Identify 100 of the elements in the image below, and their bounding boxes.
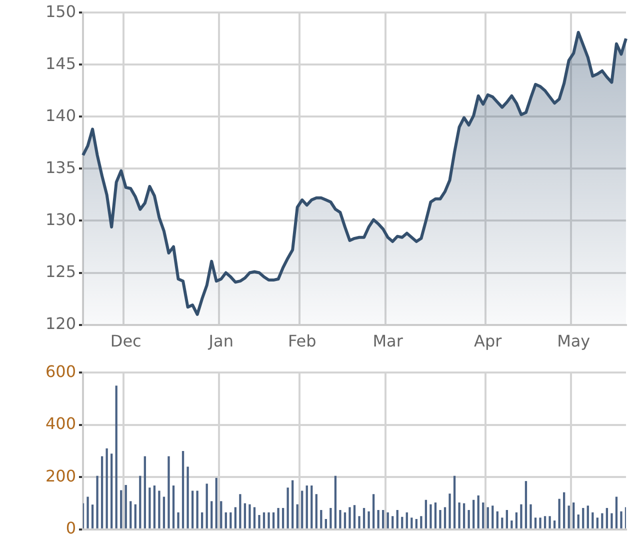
bar xyxy=(482,502,484,528)
bar xyxy=(277,508,280,528)
bar xyxy=(286,488,289,528)
bar xyxy=(220,501,222,528)
x-tick-label: May xyxy=(557,332,590,351)
bar xyxy=(191,490,194,528)
bar xyxy=(172,485,175,528)
y-tick-label: 125 xyxy=(45,262,76,281)
bar xyxy=(139,476,142,528)
bar xyxy=(420,516,422,528)
bar xyxy=(162,496,166,528)
bar xyxy=(506,510,508,528)
bar xyxy=(515,512,518,528)
bar xyxy=(434,502,437,528)
bar xyxy=(362,508,366,528)
bar xyxy=(586,506,589,528)
bar xyxy=(468,510,470,528)
y-tick-label: 135 xyxy=(45,158,76,177)
bar xyxy=(124,484,127,528)
bar xyxy=(453,476,456,528)
bar xyxy=(439,510,442,528)
bar xyxy=(539,518,542,528)
bar xyxy=(91,504,94,528)
bar xyxy=(615,496,618,528)
bar xyxy=(601,513,604,528)
bar xyxy=(253,507,256,528)
bar xyxy=(558,498,560,528)
bar xyxy=(572,502,575,528)
bar xyxy=(339,510,342,528)
bar xyxy=(244,503,246,528)
bar xyxy=(106,448,108,528)
bar xyxy=(544,516,546,528)
bar xyxy=(100,456,104,528)
y-tick-label: 0 xyxy=(66,518,76,538)
y-tick-label: 600 xyxy=(45,362,76,381)
bar xyxy=(358,516,360,528)
bar xyxy=(115,386,118,528)
x-tick-label: Feb xyxy=(288,332,316,351)
bar xyxy=(510,520,513,528)
y-tick-label: 400 xyxy=(45,414,76,434)
bar xyxy=(472,500,475,528)
bar xyxy=(215,478,218,528)
bar xyxy=(315,494,318,528)
bar xyxy=(320,510,322,528)
bar xyxy=(348,507,351,528)
bar xyxy=(292,480,294,528)
bar xyxy=(268,512,270,528)
bar xyxy=(553,520,556,528)
bar xyxy=(248,504,251,528)
bar xyxy=(334,476,337,528)
bar xyxy=(120,490,122,528)
bar xyxy=(548,516,551,528)
bar xyxy=(110,454,113,528)
bar xyxy=(496,511,498,528)
bar xyxy=(392,516,394,528)
bar xyxy=(396,510,398,528)
bar xyxy=(306,485,308,528)
bar xyxy=(492,506,494,528)
bar xyxy=(153,485,156,528)
bar xyxy=(382,510,384,528)
bar xyxy=(477,495,480,528)
bar xyxy=(201,512,204,528)
bar xyxy=(210,501,213,528)
x-tick-label: Jan xyxy=(208,332,234,351)
y-tick-label: 150 xyxy=(45,2,76,21)
bar xyxy=(272,512,275,528)
bar xyxy=(444,507,446,528)
bar xyxy=(186,466,189,528)
bar xyxy=(158,490,160,528)
bar xyxy=(148,488,151,528)
y-tick-label: 130 xyxy=(45,210,76,229)
bar xyxy=(239,494,242,528)
bar xyxy=(368,511,370,528)
bar xyxy=(582,508,584,528)
bar xyxy=(430,504,432,528)
bar xyxy=(344,512,346,528)
bar xyxy=(377,510,380,528)
bar xyxy=(372,494,375,528)
bar xyxy=(592,512,594,528)
bar xyxy=(330,508,332,528)
bar xyxy=(168,456,170,528)
x-tick-label: Mar xyxy=(372,332,404,351)
bar xyxy=(534,518,537,528)
bar xyxy=(501,518,504,528)
bar xyxy=(130,501,132,528)
bar xyxy=(620,511,622,528)
bar xyxy=(596,518,598,528)
bar xyxy=(310,485,313,528)
bar xyxy=(448,494,451,528)
x-tick-label: Dec xyxy=(110,332,142,351)
bar xyxy=(296,504,298,528)
bar xyxy=(196,490,198,528)
bar xyxy=(144,456,146,528)
bar xyxy=(462,503,466,528)
bar xyxy=(258,515,260,528)
bar xyxy=(415,518,418,528)
bar xyxy=(568,506,570,528)
bar xyxy=(520,504,522,528)
bar xyxy=(324,518,327,528)
bar xyxy=(424,500,428,528)
